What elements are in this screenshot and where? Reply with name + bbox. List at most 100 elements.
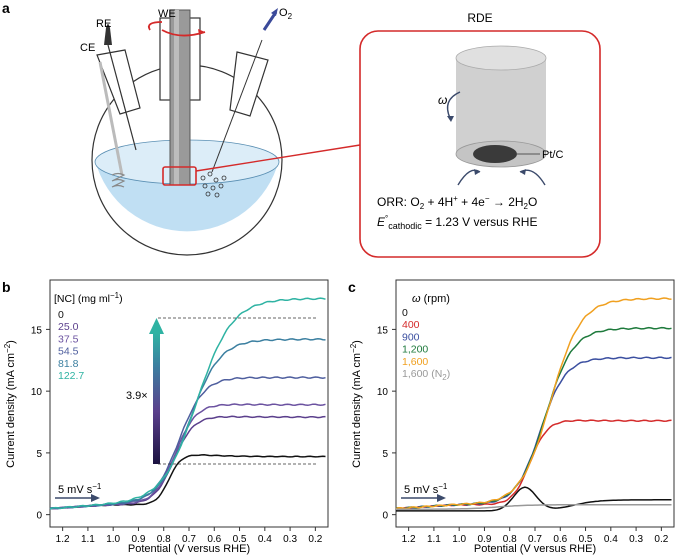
o2-bubbles: [200, 171, 227, 198]
chart-c-legend-title: ω (rpm): [412, 293, 450, 305]
zoom-connector-line: [195, 144, 361, 172]
series-line-122.7: [49, 297, 326, 510]
y-tick-label: 0: [36, 511, 42, 522]
legend-entry-81.8: 81.8: [58, 358, 79, 370]
counter-electrode-coil: [111, 172, 126, 188]
three-neck-flask: [91, 8, 361, 256]
counter-electrode-wire: [98, 61, 124, 176]
chart-b-scan-rate: 5 mV s−1: [58, 482, 102, 496]
we-label: WE: [158, 8, 176, 20]
flow-arrowhead-right: [520, 169, 526, 175]
rde-cylinder-body: [456, 58, 546, 154]
gas-tube: [211, 39, 263, 173]
electrode-tip-highlight: [162, 166, 197, 186]
y-tick-label: 5: [382, 449, 388, 460]
y-tick-label: 10: [377, 387, 389, 398]
y-tick-label: 10: [31, 387, 43, 398]
flow-arrowhead-left: [474, 169, 480, 175]
series-line-1,600: [395, 297, 672, 510]
x-tick-label: 0.4: [604, 534, 618, 545]
legend-entry-122.7: 122.7: [58, 370, 84, 382]
ptc-disk: [473, 145, 517, 163]
x-tick-label: 0.8: [157, 534, 171, 545]
legend-entry-37.5: 37.5: [58, 333, 79, 345]
series-line-0: [396, 486, 672, 512]
x-tick-label: 1.1: [81, 534, 95, 545]
chart-c: 1.2 1.1 1.0 0.9 0.8 0.7 0.6 0.5 0.4 0.3 0.2 0 5 10 15…: [349, 279, 675, 555]
legend-entry-54.5: 54.5: [58, 346, 79, 358]
chart-c-scan-rate: 5 mV s−1: [404, 482, 448, 496]
chart-b-x-ticks: 1.2 1.1 1.0 0.9 0.8 0.7 0.6 0.5 0.4 0.3 0.2: [56, 527, 323, 545]
enhancement-arrow-shaft: [153, 333, 160, 464]
flow-arrow-left: [457, 169, 481, 186]
chart-b-series: [49, 297, 326, 510]
x-tick-label: 0.4: [258, 534, 272, 545]
legend-entry-900: 900: [402, 331, 420, 343]
rde-title: RDE: [467, 11, 492, 25]
chart-c-x-ticks: 1.2 1.1 1.0 0.9 0.8 0.7 0.6 0.5 0.4 0.3 0.2: [402, 527, 669, 545]
chart-b-y-ticks: 0 5 10 15: [31, 325, 50, 522]
x-tick-label: 0.8: [503, 534, 517, 545]
chart-c-scan-arrowhead: [437, 494, 446, 502]
chart-b-scan-arrowhead: [91, 494, 100, 502]
x-tick-label: 1.0: [106, 534, 120, 545]
ptc-label: Pt/C: [542, 149, 563, 161]
x-tick-label: 0.9: [478, 534, 492, 545]
legend-entry-1,200: 1,200: [402, 344, 428, 356]
omega-arrowhead: [447, 116, 454, 122]
y-tick-label: 5: [36, 449, 42, 460]
series-line-1,600 (N: [396, 504, 672, 510]
x-tick-label: 0.5: [233, 534, 247, 545]
reference-electrode-tip: [104, 24, 112, 45]
x-tick-label: 0.7: [528, 534, 542, 545]
x-tick-label: 1.2: [56, 534, 70, 545]
panel-c-letter: c: [348, 279, 356, 295]
chart-b: 1.2 1.1 1.0 0.9 0.8 0.7 0.6 0.5 0.4 0.3 0.2 0 5 10 15…: [3, 279, 329, 555]
y-tick-label: 0: [382, 511, 388, 522]
reference-electrode-wire: [107, 44, 137, 151]
x-tick-label: 1.1: [427, 534, 441, 545]
cathodic-potential: E°cathodic = 1.23 V versus RHE: [377, 214, 537, 231]
panel-a-letter: a: [2, 0, 10, 16]
x-tick-label: 1.2: [402, 534, 416, 545]
y-tick-label: 15: [31, 325, 43, 336]
x-tick-label: 0.6: [207, 534, 221, 545]
legend-entry-1,600: 1,600: [402, 356, 428, 368]
legend-entry-25.0: 25.0: [58, 321, 79, 333]
o2-inlet-arrowhead: [271, 8, 278, 16]
x-tick-label: 0.2: [654, 534, 668, 545]
x-tick-label: 0.5: [579, 534, 593, 545]
omega-label: ω: [438, 93, 447, 107]
rotation-arrowhead: [198, 29, 205, 35]
chart-c-ylabel: Current density (mA cm−2): [349, 340, 363, 468]
rde-inset: RDE Pt/C ω ORR: O2 + 4H+ + 4e− → 2H2O E°…: [359, 11, 601, 258]
chart-b-legend-title: [NC] (mg ml−1): [54, 291, 123, 305]
left-neck: [96, 49, 141, 115]
o2-inlet-arrow: [262, 11, 278, 31]
rde-cylinder-top: [455, 45, 547, 71]
x-tick-label: 0.6: [553, 534, 567, 545]
re-label: RE: [96, 18, 111, 30]
legend-entry-1,600 (N: 1,600 (N2): [402, 368, 450, 382]
enhancement-label: 3.9×: [126, 390, 148, 402]
chart-c-series: [395, 297, 672, 512]
x-tick-label: 1.0: [452, 534, 466, 545]
x-tick-label: 0.3: [283, 534, 297, 545]
ce-label: CE: [80, 42, 95, 54]
chart-b-xlabel: Potential (V versus RHE): [128, 543, 250, 555]
x-tick-label: 0.7: [182, 534, 196, 545]
legend-entry-0: 0: [402, 307, 408, 319]
y-tick-label: 15: [377, 325, 389, 336]
rotation-arrow-back: [147, 21, 163, 31]
legend-entry-400: 400: [402, 319, 420, 331]
chart-b-ylabel: Current density (mA cm−2): [3, 340, 17, 468]
enhancement-arrowhead: [149, 318, 164, 334]
panel-b-letter: b: [2, 279, 11, 295]
rod-highlight: [174, 10, 179, 185]
chart-c-y-ticks: 0 5 10 15: [377, 325, 396, 522]
chart-c-xlabel: Potential (V versus RHE): [474, 543, 596, 555]
x-tick-label: 0.9: [132, 534, 146, 545]
